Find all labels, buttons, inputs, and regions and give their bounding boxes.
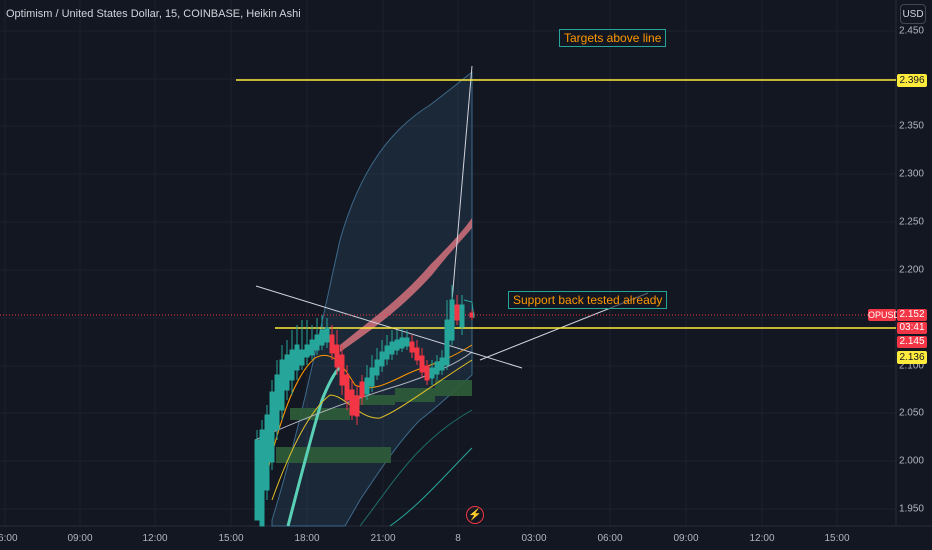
- ma-white: [254, 351, 473, 441]
- price-tick: 2.300: [898, 168, 924, 180]
- level-label: 2.145: [897, 336, 927, 348]
- countdown-label: 03:41: [897, 322, 927, 334]
- time-tick: 03:00: [521, 533, 547, 544]
- lightning-icon[interactable]: ⚡: [466, 506, 484, 524]
- time-tick: 06:00: [597, 533, 623, 544]
- price-tick: 2.050: [898, 407, 924, 419]
- price-tick: 2.450: [898, 25, 924, 37]
- trend-line-down: [255, 285, 523, 369]
- price-tick: 1.950: [898, 503, 924, 515]
- price-tick: 2.350: [898, 120, 924, 132]
- price-tick: 2.000: [898, 455, 924, 467]
- symbol-title[interactable]: Optimism / United States Dollar, 15, COI…: [6, 8, 301, 20]
- candles: [254, 285, 475, 527]
- symbol-label: OPUSD: [868, 309, 901, 321]
- price-tick: 2.100: [898, 360, 924, 372]
- support-annotation[interactable]: Support back tested already: [508, 291, 668, 309]
- time-tick: 8: [455, 533, 461, 544]
- ma-teal-low: [389, 447, 473, 527]
- time-tick: 12:00: [142, 533, 168, 544]
- price-tick: 2.200: [898, 264, 924, 276]
- time-tick: 15:00: [824, 533, 850, 544]
- support-line-label: 2.136: [897, 351, 927, 364]
- time-tick: 18:00: [294, 533, 320, 544]
- time-tick: 09:00: [67, 533, 93, 544]
- trend-cyan-line: [286, 363, 344, 527]
- pink-band: [340, 218, 472, 352]
- targets-annotation[interactable]: Targets above line: [559, 29, 667, 47]
- currency-button[interactable]: USD: [900, 4, 926, 24]
- time-tick: 06:00: [0, 533, 18, 544]
- time-tick: 12:00: [749, 533, 775, 544]
- ma-teal: [359, 409, 473, 527]
- time-tick: 09:00: [673, 533, 699, 544]
- price-tick: 2.250: [898, 216, 924, 228]
- last-price-label: 2.152: [897, 309, 927, 321]
- grid: [0, 0, 896, 526]
- time-tick: 21:00: [370, 533, 396, 544]
- target-line-label: 2.396: [897, 74, 927, 87]
- time-tick: 15:00: [218, 533, 244, 544]
